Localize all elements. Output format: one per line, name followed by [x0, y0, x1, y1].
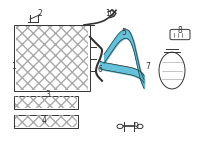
Bar	[15, 115, 77, 127]
Text: 3: 3	[46, 90, 50, 99]
Text: 10: 10	[105, 9, 115, 18]
Bar	[16, 26, 88, 90]
Text: 4: 4	[42, 116, 46, 125]
Text: 2: 2	[38, 9, 42, 18]
Bar	[14, 96, 78, 109]
Bar	[14, 115, 78, 128]
Text: 8: 8	[178, 26, 182, 35]
Bar	[15, 96, 77, 108]
Text: 7: 7	[146, 62, 150, 71]
FancyBboxPatch shape	[170, 29, 190, 40]
Text: 6: 6	[98, 65, 102, 74]
Circle shape	[117, 124, 123, 129]
Ellipse shape	[159, 52, 185, 89]
Text: 5: 5	[122, 28, 126, 37]
Circle shape	[137, 124, 143, 129]
Text: 9: 9	[134, 122, 138, 131]
Text: 1: 1	[12, 62, 16, 71]
Bar	[14, 25, 90, 91]
